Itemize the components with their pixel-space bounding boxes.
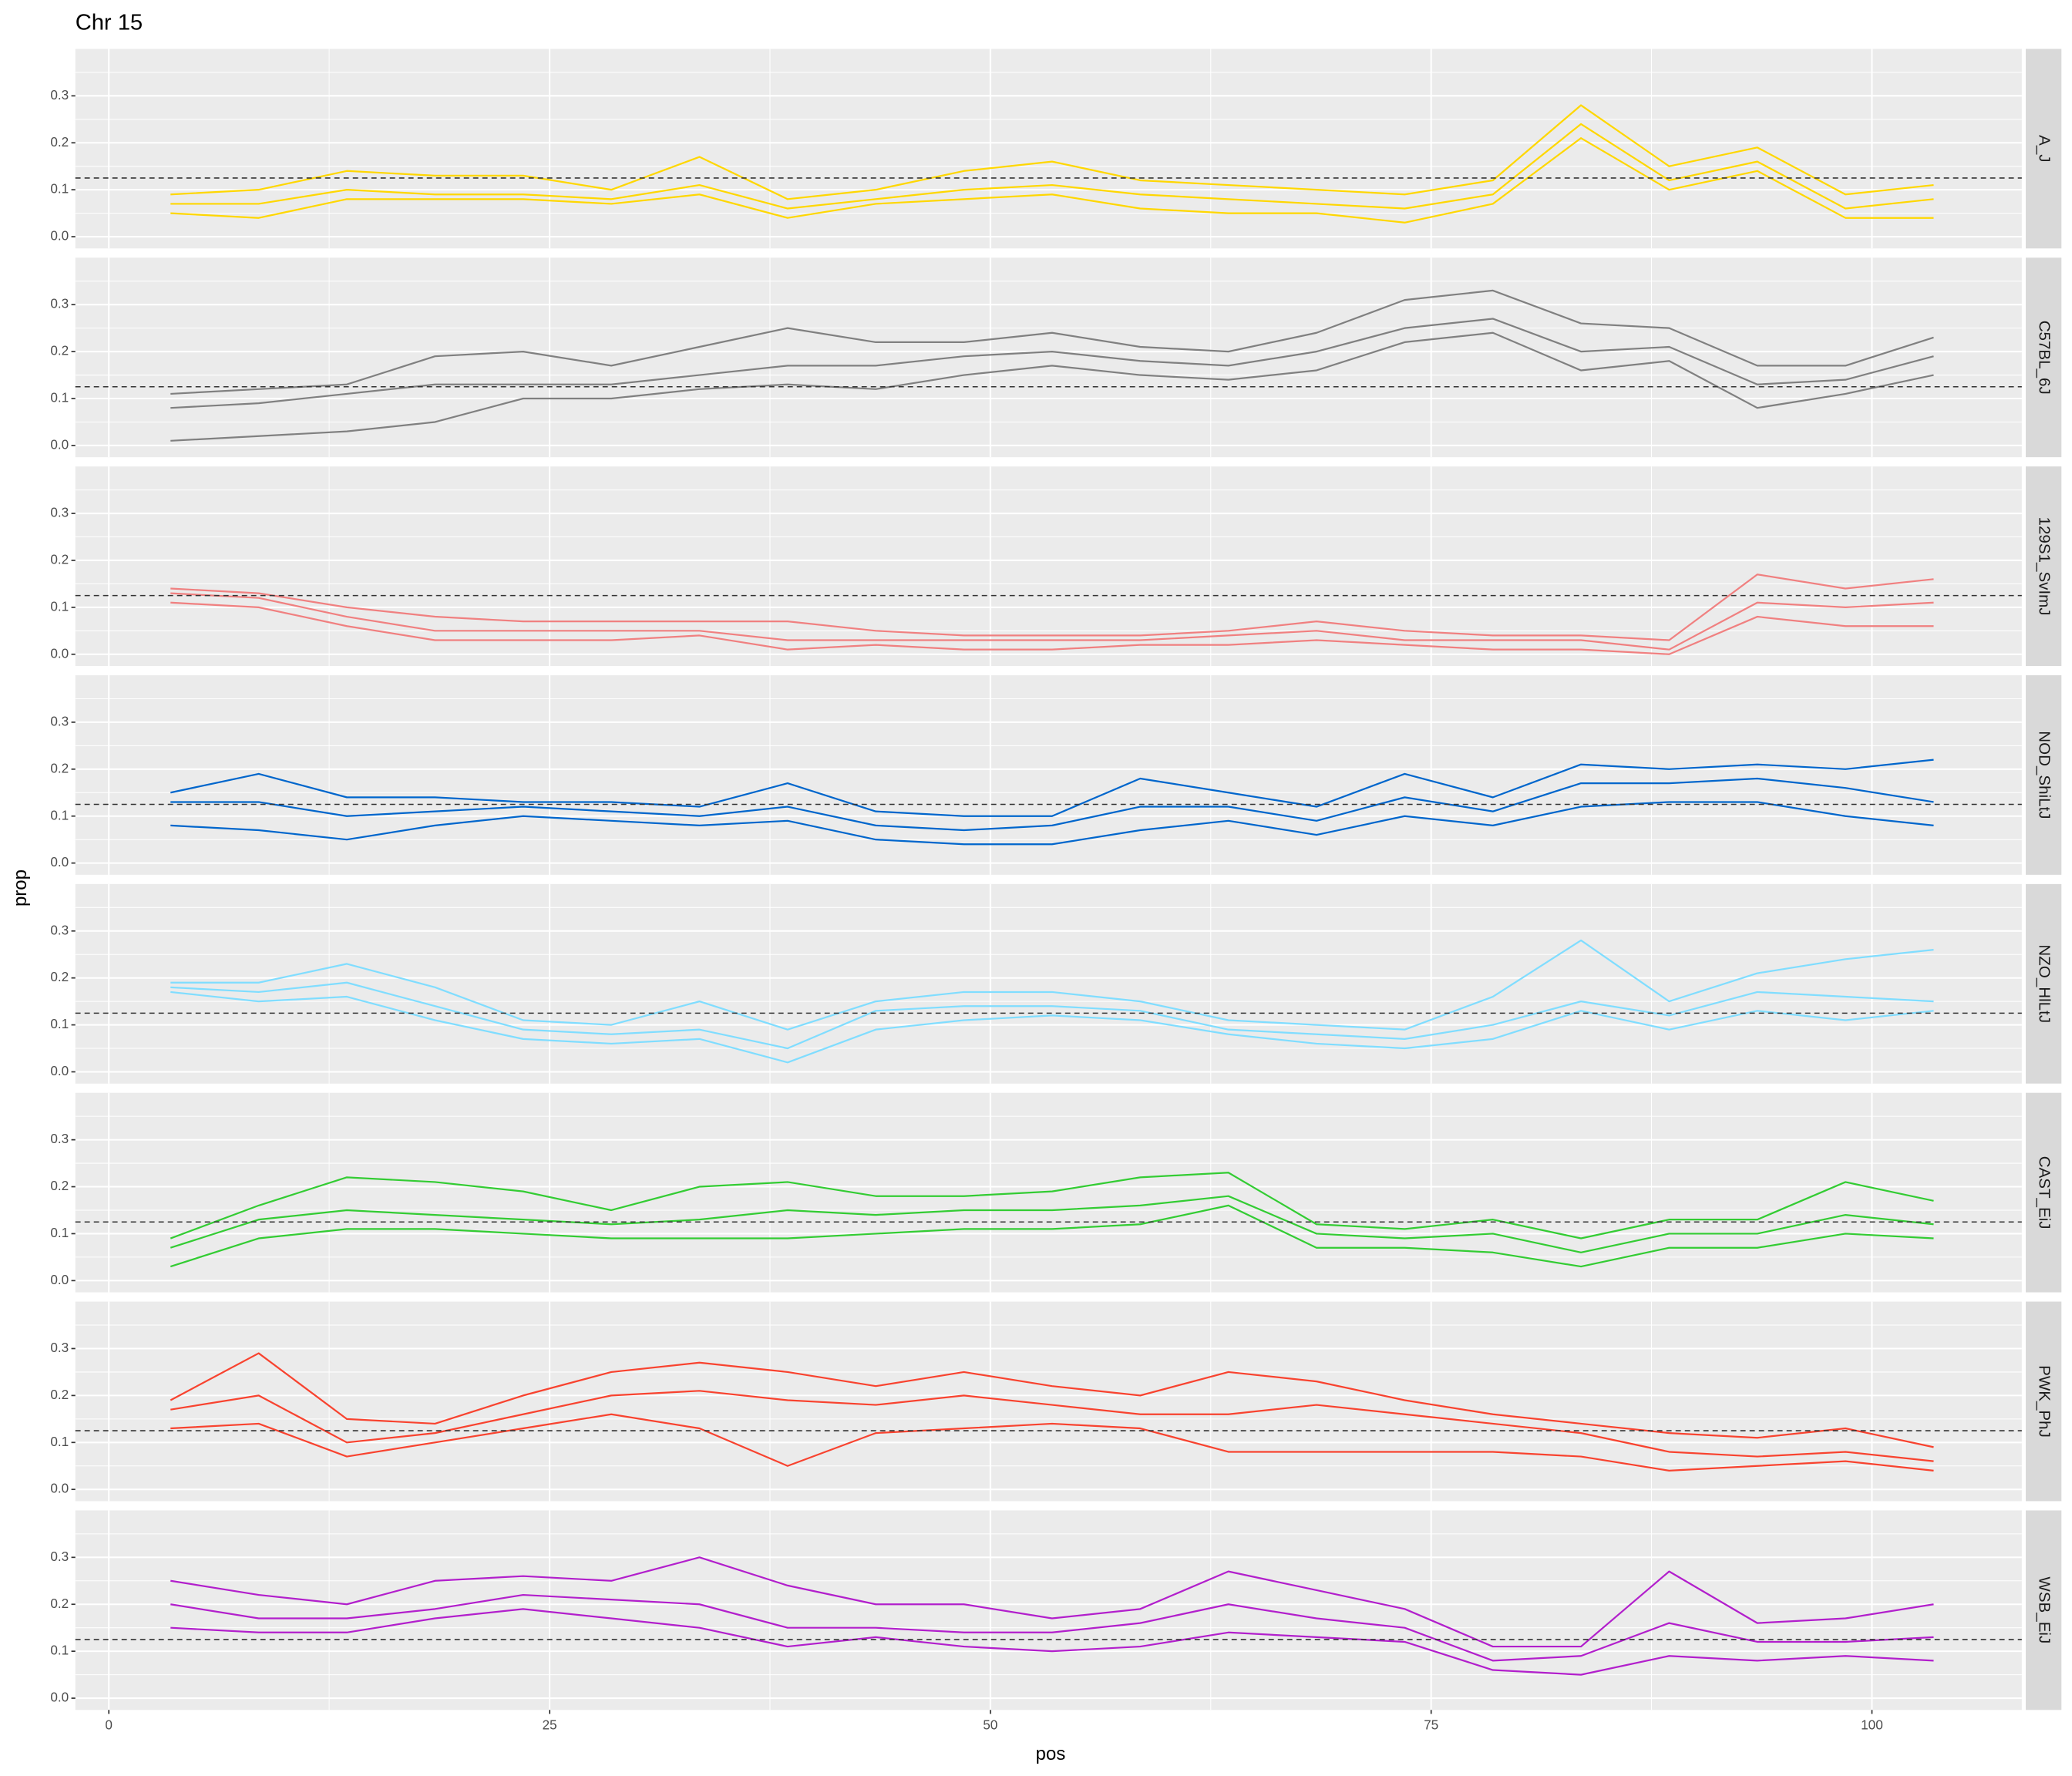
y-tick-label: 0.1 xyxy=(50,1434,69,1449)
series-line xyxy=(170,758,1934,817)
y-tick-label: 0.2 xyxy=(50,760,69,775)
facet-strip xyxy=(2026,49,2062,249)
y-tick-label: 0.1 xyxy=(50,598,69,614)
series-line xyxy=(170,1352,1934,1448)
facet-label: NOD_ShiLtJ xyxy=(2036,731,2054,819)
x-tick-label: 75 xyxy=(1424,1717,1438,1732)
y-tick-label: 0.1 xyxy=(50,1225,69,1240)
series-line xyxy=(170,601,1934,655)
series-line xyxy=(170,574,1934,641)
y-tick-label: 0.1 xyxy=(50,390,69,405)
facet-strip xyxy=(2026,1510,2062,1710)
y-tick-label: 0.0 xyxy=(50,1690,69,1705)
y-tick-label: 0.0 xyxy=(50,645,69,661)
series-line xyxy=(170,137,1934,224)
y-tick-label: 0.0 xyxy=(50,1063,69,1078)
y-tick-label: 0.2 xyxy=(50,1178,69,1193)
series-line xyxy=(170,939,1934,1031)
x-tick-label: 50 xyxy=(983,1717,997,1732)
y-tick-label: 0.3 xyxy=(50,87,69,103)
y-tick-label: 0.1 xyxy=(50,1643,69,1658)
facet-label: PWK_PhJ xyxy=(2036,1365,2054,1438)
y-tick-label: 0.3 xyxy=(50,922,69,937)
y-tick-label: 0.2 xyxy=(50,343,69,358)
facet-label: NZO_HlLtJ xyxy=(2036,944,2054,1023)
series-line xyxy=(170,1390,1934,1462)
panel-background xyxy=(75,1510,2022,1710)
series-line xyxy=(170,1608,1934,1676)
panel-background xyxy=(75,466,2022,666)
facet-strip xyxy=(2026,1301,2062,1502)
y-tick-label: 0.1 xyxy=(50,807,69,822)
series-line xyxy=(170,592,1934,651)
y-tick-label: 0.0 xyxy=(50,1481,69,1496)
series-line xyxy=(170,1172,1934,1240)
panel-background xyxy=(75,1092,2022,1293)
facet-label: WSB_EiJ xyxy=(2036,1576,2054,1643)
y-tick-label: 0.0 xyxy=(50,228,69,244)
series-line xyxy=(170,777,1934,832)
facet-strip xyxy=(2026,257,2062,458)
facet-strip xyxy=(2026,1092,2062,1293)
series-line xyxy=(170,801,1934,846)
panel-background xyxy=(75,49,2022,249)
series-line xyxy=(170,289,1934,395)
y-tick-label: 0.3 xyxy=(50,505,69,520)
y-tick-label: 0.3 xyxy=(50,1131,69,1146)
y-tick-label: 0.1 xyxy=(50,181,69,197)
series-line xyxy=(170,1413,1934,1472)
series-line xyxy=(170,1204,1934,1268)
y-tick-label: 0.3 xyxy=(50,713,69,728)
series-line xyxy=(170,331,1934,442)
series-line xyxy=(170,318,1934,409)
series-line xyxy=(170,104,1934,200)
facet-label: 129S1_SvImJ xyxy=(2036,517,2054,616)
x-axis-label: pos xyxy=(1036,1744,1066,1764)
series-line xyxy=(170,1593,1934,1662)
y-tick-label: 0.2 xyxy=(50,551,69,567)
y-tick-label: 0.0 xyxy=(50,1272,69,1287)
facet-strip xyxy=(2026,883,2062,1084)
x-tick-label: 0 xyxy=(105,1717,113,1732)
series-line xyxy=(170,981,1934,1050)
panel-background xyxy=(75,675,2022,875)
x-tick-label: 25 xyxy=(542,1717,557,1732)
y-tick-label: 0.1 xyxy=(50,1016,69,1031)
series-line xyxy=(170,123,1934,210)
y-tick-label: 0.2 xyxy=(50,1596,69,1611)
series-line xyxy=(170,991,1934,1064)
y-tick-label: 0.2 xyxy=(50,134,69,150)
facet-label: C57BL_6J xyxy=(2036,321,2054,395)
y-tick-label: 0.2 xyxy=(50,969,69,984)
x-tick-label: 100 xyxy=(1861,1717,1883,1732)
panel-background xyxy=(75,1301,2022,1502)
chart-title: Chr 15 xyxy=(76,11,143,35)
y-tick-label: 0.2 xyxy=(50,1387,69,1402)
facet-label: CAST_EiJ xyxy=(2036,1156,2054,1229)
y-tick-label: 0.3 xyxy=(50,1549,69,1564)
y-tick-label: 0.3 xyxy=(50,1340,69,1355)
series-line xyxy=(170,1556,1934,1648)
y-tick-label: 0.0 xyxy=(50,436,69,452)
y-tick-label: 0.0 xyxy=(50,854,69,870)
facet-label: A_J xyxy=(2036,135,2054,162)
facet-strip xyxy=(2026,466,2062,666)
series-line xyxy=(170,1195,1934,1253)
panel-background xyxy=(75,257,2022,458)
y-axis-label: prop xyxy=(10,870,31,906)
facet-strip xyxy=(2026,675,2062,875)
y-tick-label: 0.3 xyxy=(50,296,69,311)
panel-background xyxy=(75,883,2022,1084)
